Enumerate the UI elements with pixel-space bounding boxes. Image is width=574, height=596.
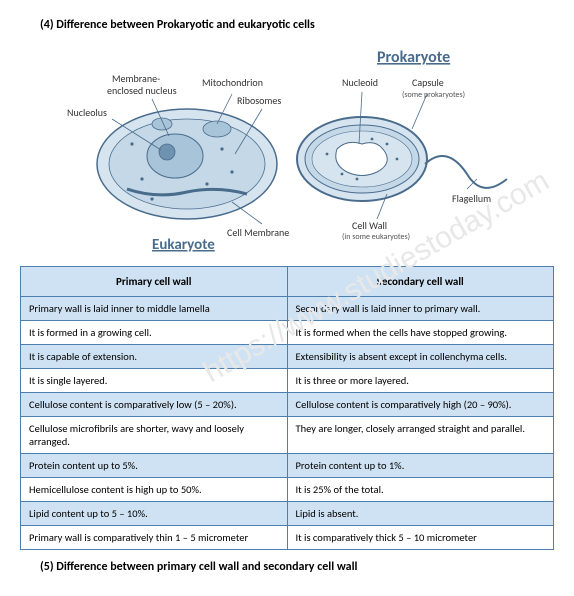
label-cell-wall-sub: (in some eukaryotes) xyxy=(342,232,410,242)
cell-secondary: They are longer, closely arranged straig… xyxy=(287,417,554,454)
table-row: It is capable of extension.Extensibility… xyxy=(21,345,554,369)
label-flagellum: Flagellum xyxy=(452,192,491,205)
cell-primary: Hemicellulose content is high up to 50%. xyxy=(21,478,288,502)
cell-secondary: Cellulose content is comparatively high … xyxy=(287,393,554,417)
cell-primary: Cellulose content is comparatively low (… xyxy=(21,393,288,417)
label-cell-membrane: Cell Membrane xyxy=(227,226,289,239)
label-cell-wall: Cell Wall xyxy=(352,219,387,232)
cell-primary: It is capable of extension. xyxy=(21,345,288,369)
cell-secondary: It is comparatively thick 5 – 10 microme… xyxy=(287,526,554,550)
cell-primary: Primary wall is comparatively thin 1 – 5… xyxy=(21,526,288,550)
cell-secondary: Extensibility is absent except in collen… xyxy=(287,345,554,369)
table-row: Lipid content up to 5 – 10%.Lipid is abs… xyxy=(21,502,554,526)
table-row: Primary wall is comparatively thin 1 – 5… xyxy=(21,526,554,550)
heading-bottom: (5) Difference between primary cell wall… xyxy=(40,560,554,574)
comparison-table: Primary cell wall Secondary cell wall Pr… xyxy=(20,266,554,550)
label-nucleoid: Nucleoid xyxy=(342,76,378,89)
cell-primary: Primary wall is laid inner to middle lam… xyxy=(21,297,288,321)
cell-secondary: Secondary wall is laid inner to primary … xyxy=(287,297,554,321)
cell-primary: Protein content up to 5%. xyxy=(21,454,288,478)
eukaryote-title: Eukaryote xyxy=(152,236,215,254)
label-capsule: Capsule xyxy=(412,76,444,89)
cell-secondary: It is three or more layered. xyxy=(287,369,554,393)
cell-primary: Lipid content up to 5 – 10%. xyxy=(21,502,288,526)
label-capsule-sub: (some prokaryotes) xyxy=(402,90,465,100)
table-row: Cellulose content is comparatively low (… xyxy=(21,393,554,417)
cell-secondary: Lipid is absent. xyxy=(287,502,554,526)
cell-secondary: It is formed when the cells have stopped… xyxy=(287,321,554,345)
col-header-secondary: Secondary cell wall xyxy=(287,267,554,297)
table-row: Hemicellulose content is high up to 50%.… xyxy=(21,478,554,502)
svg-text:enclosed nucleus: enclosed nucleus xyxy=(107,84,177,97)
label-mitochondrion: Mitochondrion xyxy=(202,76,263,89)
table-row: Primary wall is laid inner to middle lam… xyxy=(21,297,554,321)
label-nucleolus: Nucleolus xyxy=(67,106,107,119)
prokaryote-title: Prokaryote xyxy=(377,48,450,67)
table-row: Protein content up to 5%.Protein content… xyxy=(21,454,554,478)
cell-primary: It is formed in a growing cell. xyxy=(21,321,288,345)
cell-primary: Cellulose microfibrils are shorter, wavy… xyxy=(21,417,288,454)
table-row: Cellulose microfibrils are shorter, wavy… xyxy=(21,417,554,454)
table-row: It is formed in a growing cell.It is for… xyxy=(21,321,554,345)
col-header-primary: Primary cell wall xyxy=(21,267,288,297)
cell-primary: It is single layered. xyxy=(21,369,288,393)
cell-diagram: Prokaryote Eukaryote Membrane- encl xyxy=(20,44,554,254)
cell-secondary: It is 25% of the total. xyxy=(287,478,554,502)
table-row: It is single layered.It is three or more… xyxy=(21,369,554,393)
cell-secondary: Protein content up to 1%. xyxy=(287,454,554,478)
label-ribosomes: Ribosomes xyxy=(237,94,281,107)
heading-top: (4) Difference between Prokaryotic and e… xyxy=(40,18,554,32)
